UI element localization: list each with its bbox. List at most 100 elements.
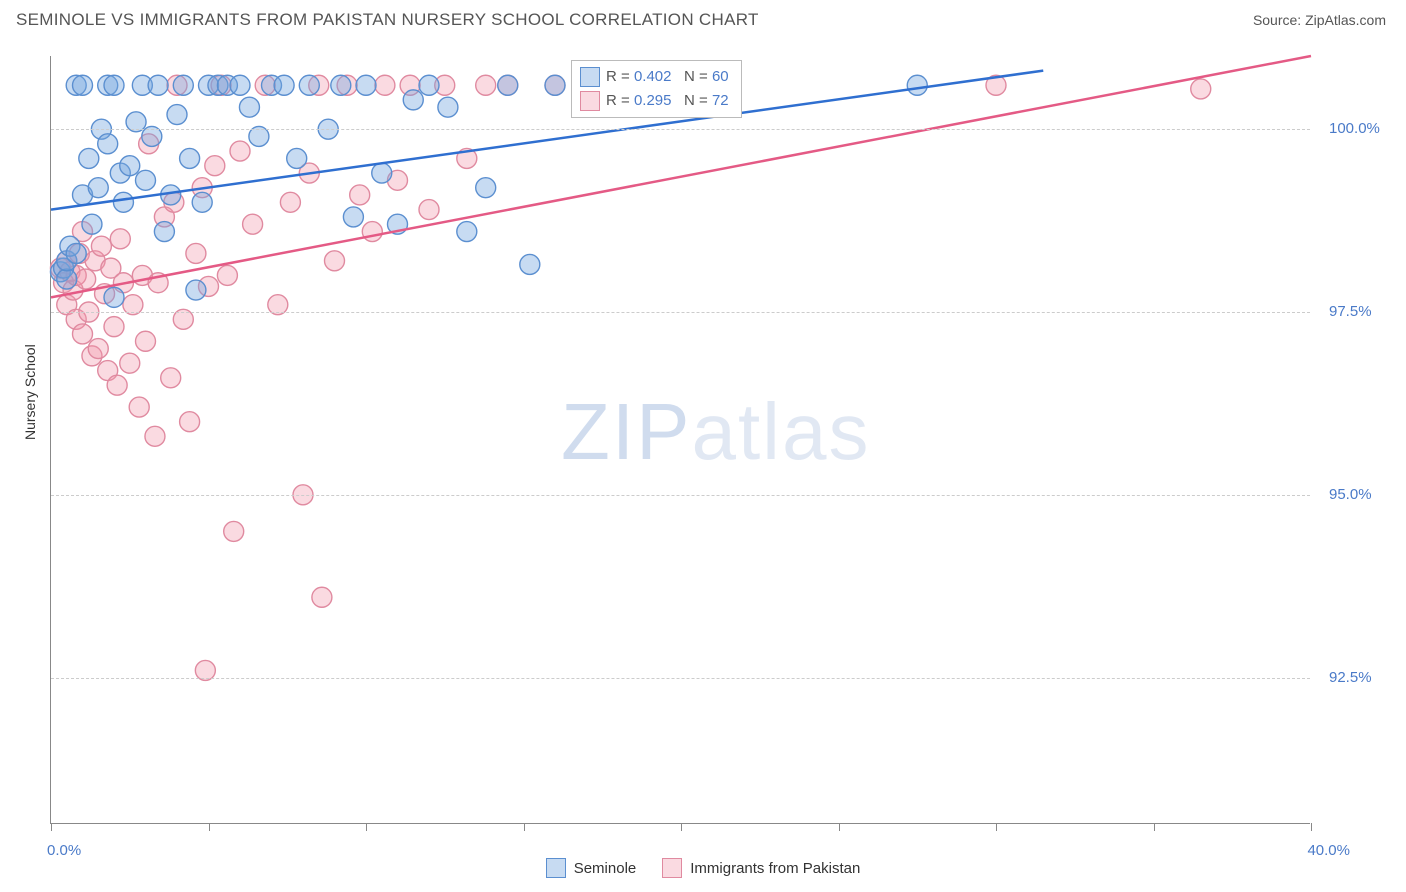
data-point (129, 397, 149, 417)
data-point (136, 170, 156, 190)
data-point (154, 222, 174, 242)
bottom-legend-label: Immigrants from Pakistan (690, 860, 860, 877)
y-tick-label: 100.0% (1329, 120, 1380, 137)
data-point (88, 339, 108, 359)
bottom-legend-item: Seminole (546, 858, 637, 878)
data-point (372, 163, 392, 183)
data-point (419, 200, 439, 220)
data-point (325, 251, 345, 271)
data-point (438, 97, 458, 117)
x-tick (1154, 823, 1155, 831)
stats-legend-row: R = 0.295 N = 72 (580, 89, 729, 113)
data-point (98, 134, 118, 154)
data-point (419, 75, 439, 95)
data-point (113, 192, 133, 212)
data-point (186, 243, 206, 263)
bottom-legend-label: Seminole (574, 860, 637, 877)
data-point (287, 148, 307, 168)
data-point (82, 214, 102, 234)
source-prefix: Source: (1253, 12, 1305, 28)
data-point (230, 75, 250, 95)
plot-area: ZIPatlas R = 0.402 N = 60R = 0.295 N = 7… (50, 56, 1310, 824)
x-tick (524, 823, 525, 831)
stats-legend-row: R = 0.402 N = 60 (580, 65, 729, 89)
data-point (91, 236, 111, 256)
x-tick (1311, 823, 1312, 831)
x-tick (996, 823, 997, 831)
data-point (167, 105, 187, 125)
data-point (476, 75, 496, 95)
data-point (148, 75, 168, 95)
y-axis-title: Nursery School (22, 344, 38, 440)
data-point (180, 148, 200, 168)
x-tick (51, 823, 52, 831)
gridline (51, 678, 1310, 679)
data-point (312, 587, 332, 607)
chart-title: SEMINOLE VS IMMIGRANTS FROM PAKISTAN NUR… (16, 10, 759, 30)
data-point (73, 75, 93, 95)
data-point (136, 331, 156, 351)
stats-legend: R = 0.402 N = 60R = 0.295 N = 72 (571, 60, 742, 118)
data-point (110, 229, 130, 249)
data-point (350, 185, 370, 205)
legend-swatch (580, 67, 600, 87)
data-point (145, 426, 165, 446)
y-tick-label: 92.5% (1329, 669, 1372, 686)
stats-legend-text: R = 0.402 N = 60 (606, 65, 729, 89)
gridline (51, 312, 1310, 313)
data-point (186, 280, 206, 300)
data-point (73, 324, 93, 344)
x-axis-label-left: 0.0% (47, 842, 81, 859)
data-point (343, 207, 363, 227)
data-point (356, 75, 376, 95)
chart-header: SEMINOLE VS IMMIGRANTS FROM PAKISTAN NUR… (0, 0, 1406, 36)
data-point (173, 75, 193, 95)
data-point (205, 156, 225, 176)
data-point (331, 75, 351, 95)
data-point (520, 254, 540, 274)
data-point (180, 412, 200, 432)
x-tick (681, 823, 682, 831)
legend-swatch (546, 858, 566, 878)
data-point (230, 141, 250, 161)
data-point (161, 368, 181, 388)
data-point (104, 75, 124, 95)
data-point (66, 243, 86, 263)
x-tick (366, 823, 367, 831)
x-axis-label-right: 40.0% (1307, 842, 1350, 859)
data-point (217, 265, 237, 285)
data-point (120, 353, 140, 373)
data-point (1191, 79, 1211, 99)
legend-swatch (580, 91, 600, 111)
data-point (545, 75, 565, 95)
data-point (299, 75, 319, 95)
x-tick (209, 823, 210, 831)
legend-swatch (662, 858, 682, 878)
gridline (51, 129, 1310, 130)
gridline (51, 495, 1310, 496)
bottom-legend: Seminole Immigrants from Pakistan (0, 858, 1406, 878)
data-point (76, 269, 96, 289)
source-link[interactable]: ZipAtlas.com (1305, 12, 1386, 28)
y-tick-label: 97.5% (1329, 303, 1372, 320)
data-point (79, 148, 99, 168)
data-point (88, 178, 108, 198)
data-point (476, 178, 496, 198)
y-tick-label: 95.0% (1329, 486, 1372, 503)
data-point (107, 375, 127, 395)
data-point (362, 222, 382, 242)
bottom-legend-item: Immigrants from Pakistan (662, 858, 860, 878)
chart-svg (51, 56, 1310, 823)
chart-source: Source: ZipAtlas.com (1253, 12, 1386, 28)
data-point (907, 75, 927, 95)
x-tick (839, 823, 840, 831)
data-point (104, 287, 124, 307)
stats-legend-text: R = 0.295 N = 72 (606, 89, 729, 113)
data-point (192, 192, 212, 212)
data-point (243, 214, 263, 234)
data-point (239, 97, 259, 117)
data-point (280, 192, 300, 212)
data-point (457, 222, 477, 242)
data-point (57, 269, 77, 289)
data-point (224, 521, 244, 541)
